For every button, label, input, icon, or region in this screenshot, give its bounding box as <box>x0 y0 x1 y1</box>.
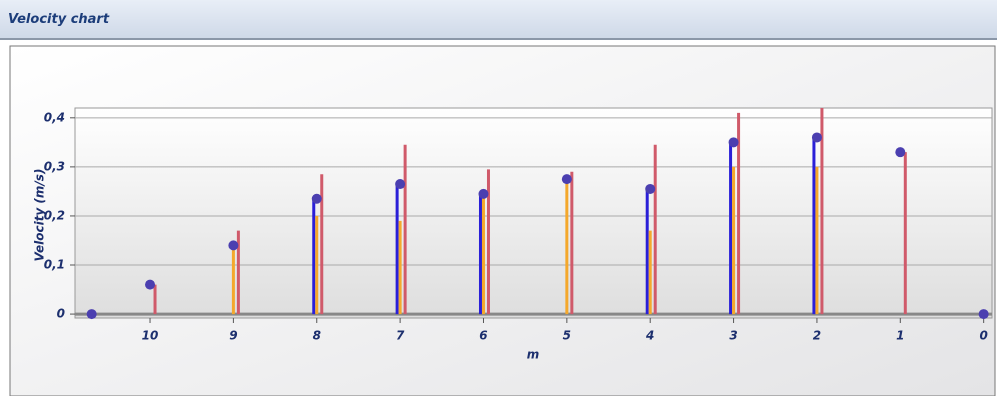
data-point <box>478 188 489 199</box>
data-point <box>645 183 656 194</box>
title-bar: Velocity chart <box>0 0 997 40</box>
x-tick-label: 0 <box>979 329 987 343</box>
plot-area <box>74 107 993 319</box>
data-point <box>978 309 989 320</box>
data-point <box>728 137 739 148</box>
data-point <box>228 240 239 251</box>
y-tick-label: 0 <box>57 307 65 321</box>
window-title: Velocity chart <box>8 12 110 27</box>
y-axis-title: Velocity (m/s) <box>33 169 47 262</box>
y-tick-label: 0,2 <box>44 208 65 222</box>
data-point <box>145 279 156 290</box>
x-tick-label: 8 <box>313 329 321 343</box>
y-tick-label: 0,4 <box>44 110 65 124</box>
x-tick-label: 5 <box>563 329 571 343</box>
x-tick-label: 6 <box>479 329 487 343</box>
data-point <box>395 179 406 190</box>
x-tick-label: 9 <box>229 329 237 343</box>
data-point <box>311 193 322 204</box>
data-point <box>86 309 97 320</box>
x-tick-label: 7 <box>396 329 405 343</box>
x-tick-label: 2 <box>813 329 821 343</box>
y-tick-label: 0,3 <box>44 159 65 173</box>
data-point <box>561 174 572 185</box>
x-tick-label: 3 <box>729 329 737 343</box>
x-tick-label: 10 <box>142 329 159 343</box>
x-axis-title: m <box>527 348 540 362</box>
data-point <box>811 132 822 143</box>
x-tick-label: 1 <box>896 329 904 343</box>
y-tick-label: 0,1 <box>44 258 65 272</box>
data-point <box>895 147 906 158</box>
x-tick-label: 4 <box>645 329 654 343</box>
